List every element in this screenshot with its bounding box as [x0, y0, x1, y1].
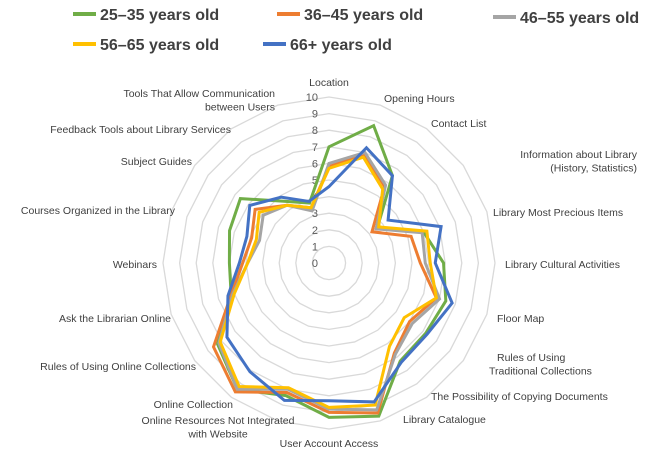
series-line-2 [211, 152, 439, 415]
tick-label: 9 [312, 109, 318, 121]
series-line-5 [225, 145, 454, 404]
category-label: (History, Statistics) [550, 163, 637, 175]
tick-label: 7 [312, 142, 318, 154]
legend: 25–35 years old 36–45 years old 46–55 year… [73, 7, 639, 54]
legend-label: 56–65 years old [100, 37, 219, 54]
grid-ring [278, 212, 380, 314]
category-label: Online Resources Not Integrated [142, 415, 295, 427]
category-label: Library Catalogue [403, 414, 486, 426]
category-label: Rules of Using Online Collections [40, 361, 196, 373]
category-label: Location [309, 77, 349, 89]
grid-ring [212, 146, 446, 380]
category-labels: Location Opening Hours Contact List Informa… [21, 77, 638, 450]
category-label: User Account Access [280, 438, 379, 450]
category-label: Subject Guides [121, 156, 192, 168]
series-group [211, 123, 454, 419]
tick-label: 5 [312, 175, 318, 187]
grid-ring [311, 245, 347, 281]
tick-label: 8 [312, 125, 318, 137]
category-label: Library Cultural Activities [505, 259, 620, 271]
category-label: with Website [187, 429, 247, 441]
tick-label: 6 [312, 158, 318, 170]
tick-label: 10 [306, 92, 318, 104]
category-label: Information about Library [520, 149, 637, 161]
category-label: Opening Hours [384, 93, 455, 105]
tick-label: 2 [312, 225, 318, 237]
category-label: Courses Organized in the Library [21, 205, 176, 217]
legend-label: 36–45 years old [304, 7, 423, 24]
legend-label: 25–35 years old [100, 7, 219, 24]
category-label: Floor Map [497, 313, 544, 325]
grid-ring [162, 96, 496, 430]
category-label: between Users [205, 102, 275, 114]
grid-ring [245, 179, 413, 347]
category-label: Ask the Librarian Online [59, 313, 171, 325]
legend-label: 46–55 years old [520, 10, 639, 27]
grid-ring [228, 162, 430, 364]
category-label: Tools That Allow Communication [123, 88, 275, 100]
category-label: The Possibility of Copying Documents [431, 391, 608, 403]
category-label: Traditional Collections [489, 366, 592, 378]
grid-ring [195, 129, 463, 397]
tick-label: 0 [312, 258, 318, 270]
grid-ring [295, 229, 363, 297]
legend-label: 66+ years old [290, 37, 392, 54]
tick-label: 3 [312, 208, 318, 220]
category-label: Feedback Tools about Library Services [50, 124, 231, 136]
category-label: Webinars [113, 259, 157, 271]
category-label: Contact List [431, 118, 487, 130]
category-label: Library Most Precious Items [493, 207, 623, 219]
tick-label: 1 [312, 241, 318, 253]
series-line-4 [218, 155, 439, 409]
series-line-3 [217, 150, 442, 412]
category-label: Rules of Using [497, 352, 565, 364]
category-label: Online Collection [154, 399, 234, 411]
